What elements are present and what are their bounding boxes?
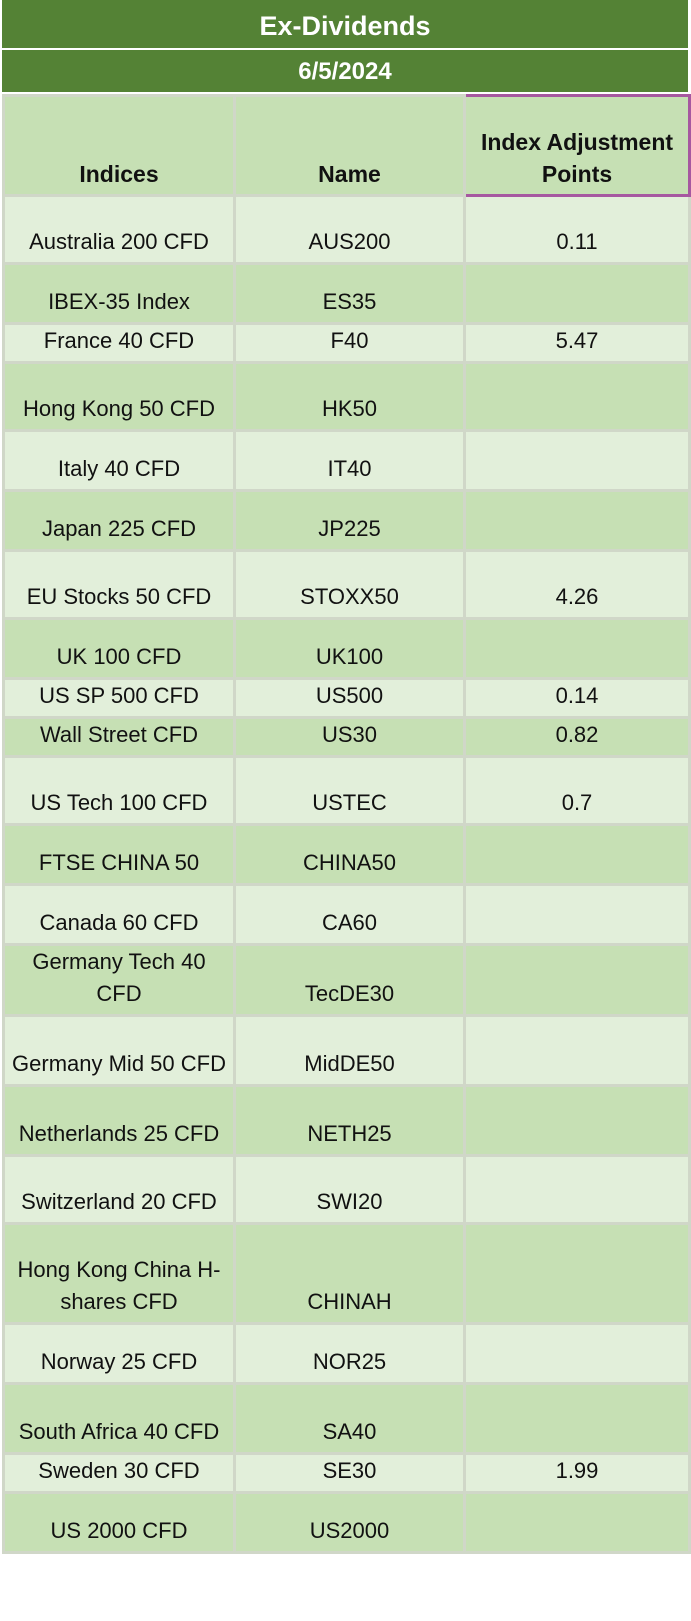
table-row: Hong Kong 50 CFD HK50: [2, 361, 691, 432]
table-row: Hong Kong China H-shares CFD CHINAH: [2, 1222, 691, 1325]
cell-name: MidDE50: [233, 1014, 466, 1087]
cell-index: Germany Tech 40 CFD: [2, 943, 236, 1017]
cell-name: F40: [233, 322, 466, 364]
cell-name: HK50: [233, 361, 466, 432]
table-row: Australia 200 CFD AUS200 0.11: [2, 194, 691, 265]
cell-index: EU Stocks 50 CFD: [2, 549, 236, 620]
table-row: US 2000 CFD US2000: [2, 1491, 691, 1554]
cell-adjustment-points: [463, 361, 691, 432]
cell-adjustment-points: [463, 883, 691, 946]
table-row: Germany Mid 50 CFD MidDE50: [2, 1014, 691, 1087]
cell-name: CHINAH: [233, 1222, 466, 1325]
page-title: Ex-Dividends: [2, 0, 688, 50]
cell-name: USTEC: [233, 755, 466, 826]
table-row: UK 100 CFD UK100: [2, 617, 691, 680]
cell-index: Hong Kong China H-shares CFD: [2, 1222, 236, 1325]
table-row: US Tech 100 CFD USTEC 0.7: [2, 755, 691, 826]
cell-name: NOR25: [233, 1322, 466, 1385]
cell-index: Canada 60 CFD: [2, 883, 236, 946]
cell-name: SE30: [233, 1452, 466, 1494]
table-row: Canada 60 CFD CA60: [2, 883, 691, 946]
cell-name: AUS200: [233, 194, 466, 265]
cell-adjustment-points: [463, 1322, 691, 1385]
cell-index: South Africa 40 CFD: [2, 1382, 236, 1455]
cell-adjustment-points: 0.14: [463, 677, 691, 719]
table-row: Switzerland 20 CFD SWI20: [2, 1154, 691, 1225]
cell-adjustment-points: [463, 943, 691, 1017]
table-body: Australia 200 CFD AUS200 0.11 IBEX-35 Index…: [2, 194, 691, 1554]
cell-adjustment-points: 5.47: [463, 322, 691, 364]
date-banner: 6/5/2024: [2, 50, 688, 94]
cell-adjustment-points: [463, 823, 691, 886]
cell-index: US 2000 CFD: [2, 1491, 236, 1554]
cell-name: SA40: [233, 1382, 466, 1455]
cell-name: US500: [233, 677, 466, 719]
table-row: Italy 40 CFD IT40: [2, 429, 691, 492]
cell-adjustment-points: [463, 1014, 691, 1087]
cell-adjustment-points: [463, 489, 691, 552]
header-indices: Indices: [2, 94, 236, 197]
cell-index: Australia 200 CFD: [2, 194, 236, 265]
cell-name: NETH25: [233, 1084, 466, 1157]
cell-index: France 40 CFD: [2, 322, 236, 364]
cell-index: Japan 225 CFD: [2, 489, 236, 552]
cell-adjustment-points: [463, 1382, 691, 1455]
cell-name: CHINA50: [233, 823, 466, 886]
cell-index: UK 100 CFD: [2, 617, 236, 680]
table-row: EU Stocks 50 CFD STOXX50 4.26: [2, 549, 691, 620]
table-row: Wall Street CFD US30 0.82: [2, 716, 691, 758]
cell-adjustment-points: [463, 262, 691, 325]
header-row: Indices Name Index Adjustment Points: [2, 94, 691, 197]
cell-name: US2000: [233, 1491, 466, 1554]
cell-adjustment-points: [463, 429, 691, 492]
cell-index: Norway 25 CFD: [2, 1322, 236, 1385]
cell-index: Netherlands 25 CFD: [2, 1084, 236, 1157]
table-row: IBEX-35 Index ES35: [2, 262, 691, 325]
table-row: Sweden 30 CFD SE30 1.99: [2, 1452, 691, 1494]
table-row: Norway 25 CFD NOR25: [2, 1322, 691, 1385]
cell-index: US SP 500 CFD: [2, 677, 236, 719]
cell-index: Germany Mid 50 CFD: [2, 1014, 236, 1087]
cell-adjustment-points: [463, 1154, 691, 1225]
cell-name: ES35: [233, 262, 466, 325]
table-row: Netherlands 25 CFD NETH25: [2, 1084, 691, 1157]
table-row: Japan 225 CFD JP225: [2, 489, 691, 552]
dividends-table: Indices Name Index Adjustment Points Aus…: [2, 94, 691, 1554]
cell-index: Wall Street CFD: [2, 716, 236, 758]
table-row: US SP 500 CFD US500 0.14: [2, 677, 691, 719]
cell-adjustment-points: 4.26: [463, 549, 691, 620]
cell-name: STOXX50: [233, 549, 466, 620]
cell-adjustment-points: 1.99: [463, 1452, 691, 1494]
cell-index: Sweden 30 CFD: [2, 1452, 236, 1494]
table-row: FTSE CHINA 50 CHINA50: [2, 823, 691, 886]
cell-name: JP225: [233, 489, 466, 552]
cell-index: IBEX-35 Index: [2, 262, 236, 325]
cell-index: US Tech 100 CFD: [2, 755, 236, 826]
cell-adjustment-points: 0.7: [463, 755, 691, 826]
cell-adjustment-points: 0.11: [463, 194, 691, 265]
header-name: Name: [233, 94, 466, 197]
cell-name: UK100: [233, 617, 466, 680]
header-adjustment-points: Index Adjustment Points: [463, 94, 691, 197]
table-row: France 40 CFD F40 5.47: [2, 322, 691, 364]
cell-name: US30: [233, 716, 466, 758]
cell-index: Italy 40 CFD: [2, 429, 236, 492]
cell-name: CA60: [233, 883, 466, 946]
cell-name: TecDE30: [233, 943, 466, 1017]
table-row: Germany Tech 40 CFD TecDE30: [2, 943, 691, 1017]
cell-index: Hong Kong 50 CFD: [2, 361, 236, 432]
cell-index: FTSE CHINA 50: [2, 823, 236, 886]
cell-adjustment-points: [463, 1491, 691, 1554]
cell-adjustment-points: 0.82: [463, 716, 691, 758]
cell-name: SWI20: [233, 1154, 466, 1225]
table-row: South Africa 40 CFD SA40: [2, 1382, 691, 1455]
cell-adjustment-points: [463, 617, 691, 680]
cell-name: IT40: [233, 429, 466, 492]
cell-adjustment-points: [463, 1222, 691, 1325]
cell-adjustment-points: [463, 1084, 691, 1157]
cell-index: Switzerland 20 CFD: [2, 1154, 236, 1225]
